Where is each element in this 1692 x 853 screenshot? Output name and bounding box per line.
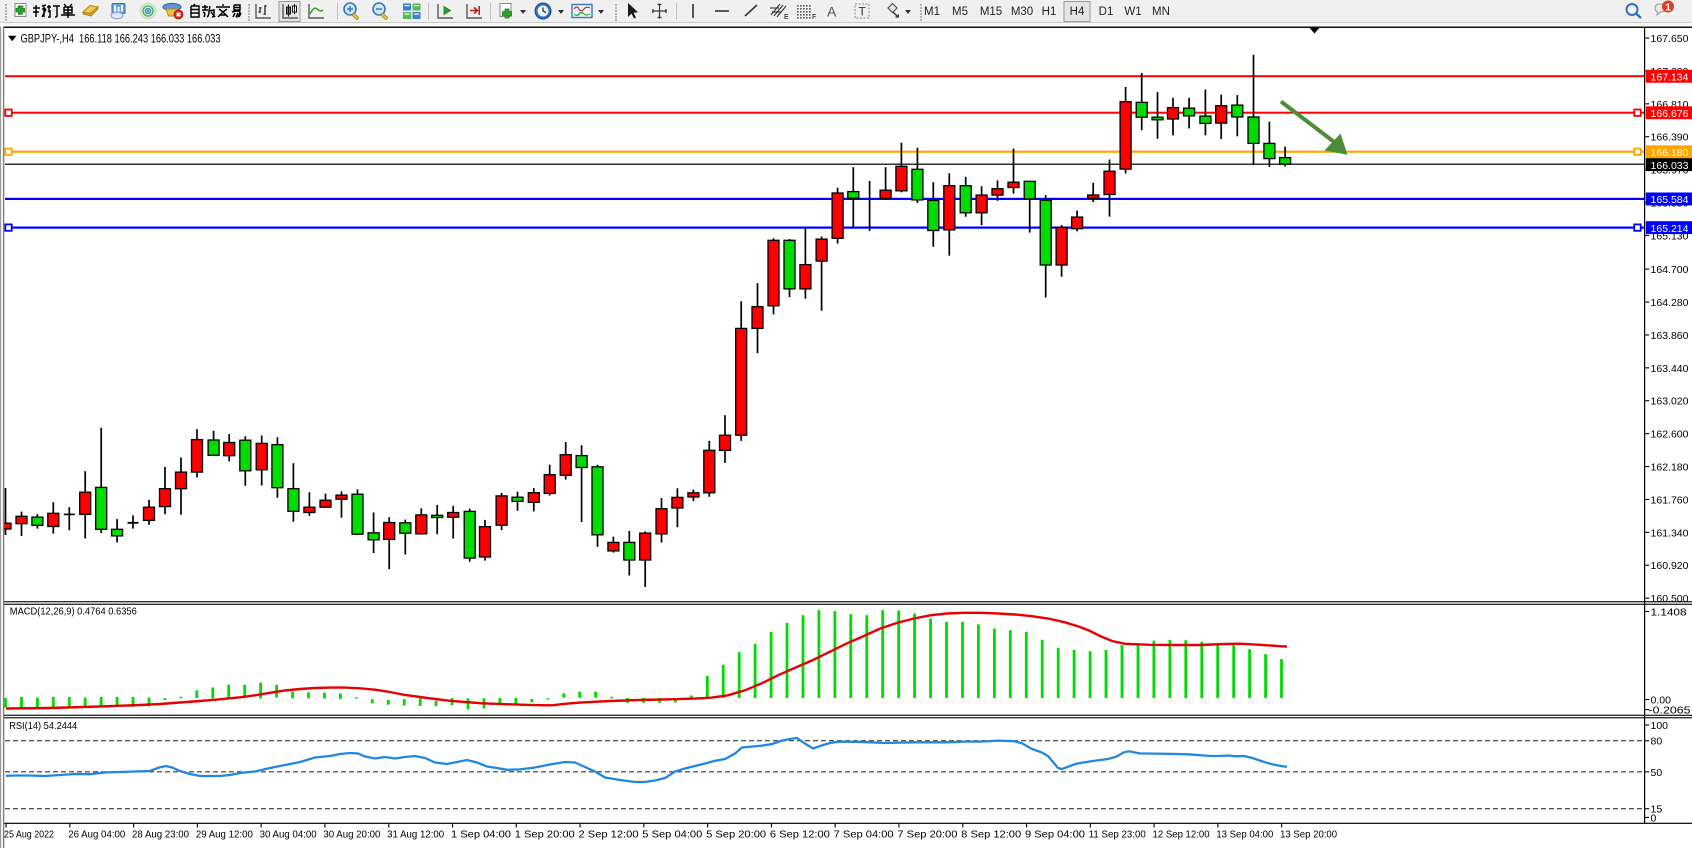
- svg-text:166.033: 166.033: [1651, 160, 1689, 172]
- svg-text:A: A: [827, 4, 837, 20]
- svg-text:-0.2065: -0.2065: [1649, 705, 1691, 717]
- svg-text:RSI(14) 54.2444: RSI(14) 54.2444: [9, 720, 77, 732]
- svg-text:165.584: 165.584: [1651, 194, 1689, 206]
- svg-text:161.340: 161.340: [1651, 527, 1689, 539]
- svg-text:165.214: 165.214: [1651, 223, 1689, 235]
- svg-text:2 Sep 12:00: 2 Sep 12:00: [579, 829, 639, 841]
- svg-text:8 Sep 12:00: 8 Sep 12:00: [961, 829, 1021, 841]
- svg-text:160.920: 160.920: [1651, 560, 1689, 572]
- svg-text:50: 50: [1651, 767, 1663, 779]
- svg-text:167.650: 167.650: [1651, 33, 1689, 45]
- svg-text:30 Aug 20:00: 30 Aug 20:00: [323, 829, 380, 841]
- svg-text:H1: H1: [1042, 6, 1057, 18]
- svg-text:164.280: 164.280: [1651, 297, 1689, 309]
- svg-text:5 Sep 20:00: 5 Sep 20:00: [706, 829, 766, 841]
- svg-text:6 Sep 12:00: 6 Sep 12:00: [770, 829, 830, 841]
- svg-text:15: 15: [1651, 804, 1663, 816]
- svg-text:11 Sep 23:00: 11 Sep 23:00: [1089, 829, 1146, 841]
- svg-text:0: 0: [1651, 812, 1657, 824]
- svg-text:12 Sep 12:00: 12 Sep 12:00: [1153, 829, 1210, 841]
- svg-text:167.134: 167.134: [1651, 71, 1689, 83]
- svg-text:100: 100: [1651, 720, 1669, 732]
- svg-text:161.760: 161.760: [1651, 494, 1689, 506]
- svg-text:5 Sep 04:00: 5 Sep 04:00: [642, 829, 702, 841]
- svg-text:13 Sep 04:00: 13 Sep 04:00: [1216, 829, 1273, 841]
- svg-text:0.00: 0.00: [1651, 695, 1672, 707]
- svg-text:1 Sep 04:00: 1 Sep 04:00: [451, 829, 511, 841]
- svg-text:26 Aug 04:00: 26 Aug 04:00: [68, 829, 125, 841]
- svg-text:W1: W1: [1124, 6, 1141, 18]
- svg-text:M1: M1: [924, 6, 940, 18]
- svg-text:MACD(12,26,9) 0.4764 0.6356: MACD(12,26,9) 0.4764 0.6356: [10, 606, 137, 618]
- svg-text:1 Sep 20:00: 1 Sep 20:00: [515, 829, 575, 841]
- svg-text:MN: MN: [1152, 6, 1170, 18]
- svg-text:166.676: 166.676: [1651, 108, 1689, 120]
- svg-text:M30: M30: [1011, 6, 1033, 18]
- svg-text:7 Sep 20:00: 7 Sep 20:00: [897, 829, 957, 841]
- svg-text:13 Sep 20:00: 13 Sep 20:00: [1280, 829, 1337, 841]
- svg-text:162.180: 162.180: [1651, 462, 1689, 474]
- svg-text:29 Aug 12:00: 29 Aug 12:00: [196, 829, 253, 841]
- svg-text:25 Aug 2022: 25 Aug 2022: [4, 829, 54, 841]
- svg-text:1.1408: 1.1408: [1651, 606, 1687, 618]
- svg-text:D1: D1: [1099, 6, 1114, 18]
- svg-text:80: 80: [1651, 736, 1663, 748]
- svg-text:166.180: 166.180: [1651, 147, 1689, 159]
- svg-text:GBPJPY-,H4 166.118 166.243 16: GBPJPY-,H4 166.118 166.243 166.033 166.0…: [21, 32, 221, 46]
- svg-text:28 Aug 23:00: 28 Aug 23:00: [132, 829, 189, 841]
- svg-text:M5: M5: [952, 6, 968, 18]
- svg-text:163.020: 163.020: [1651, 396, 1689, 408]
- svg-text:1: 1: [1665, 2, 1671, 14]
- svg-text:M15: M15: [980, 6, 1002, 18]
- svg-text:160.500: 160.500: [1651, 593, 1689, 605]
- svg-text:31 Aug 12:00: 31 Aug 12:00: [387, 829, 444, 841]
- svg-text:166.390: 166.390: [1651, 132, 1689, 144]
- svg-text:7 Sep 04:00: 7 Sep 04:00: [834, 829, 894, 841]
- svg-text:163.860: 163.860: [1651, 330, 1689, 342]
- svg-text:164.700: 164.700: [1651, 264, 1689, 276]
- svg-text:9 Sep 04:00: 9 Sep 04:00: [1025, 829, 1085, 841]
- svg-text:E: E: [784, 14, 789, 21]
- svg-text:163.440: 163.440: [1651, 363, 1689, 375]
- svg-text:F: F: [812, 14, 816, 21]
- svg-text:162.600: 162.600: [1651, 429, 1689, 441]
- svg-text:30 Aug 04:00: 30 Aug 04:00: [260, 829, 317, 841]
- svg-text:T: T: [859, 5, 867, 19]
- svg-text:H4: H4: [1070, 6, 1085, 18]
